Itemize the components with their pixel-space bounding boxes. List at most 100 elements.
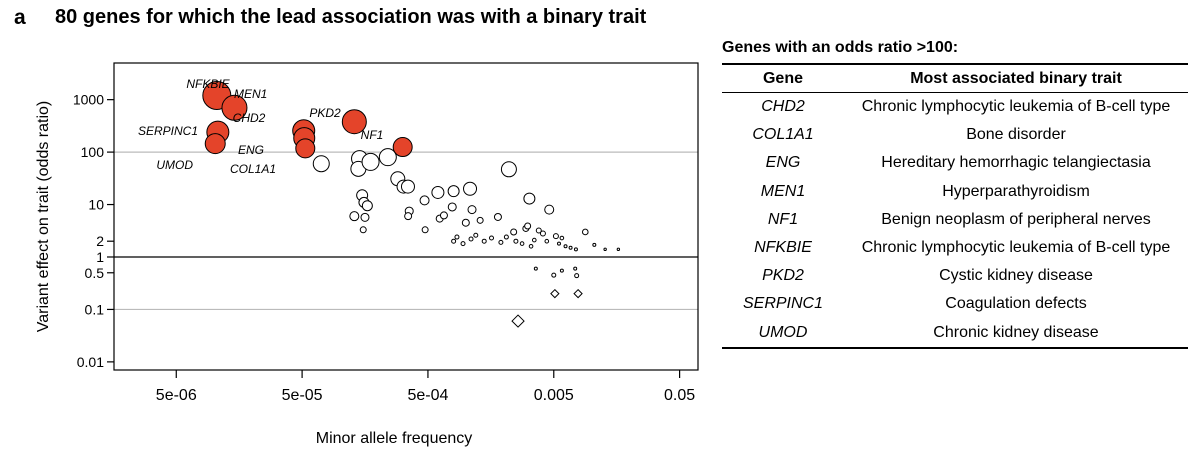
gene-label: NF1 — [361, 128, 384, 142]
data-point — [451, 238, 457, 244]
data-point — [544, 204, 555, 215]
data-point — [421, 226, 429, 234]
table-row: UMOD Chronic kidney disease — [722, 319, 1188, 348]
data-point — [461, 218, 470, 227]
gene-name-cell: COL1A1 — [752, 126, 814, 144]
gene-name-cell: NF1 — [767, 210, 799, 228]
gene-label: ENG — [238, 143, 264, 157]
data-point — [481, 238, 487, 244]
y-axis-label: Variant effect on trait (odds ratio) — [35, 101, 52, 333]
diamond-point — [550, 288, 560, 299]
data-point — [460, 241, 466, 247]
data-point — [513, 238, 519, 244]
plot-frame — [113, 62, 699, 371]
x-tick-label: 0.005 — [534, 387, 574, 404]
gene-label: COL1A1 — [230, 162, 276, 176]
table-row: MEN1 Hyperparathyroidism — [722, 178, 1188, 206]
table-row: COL1A1 Bone disorder — [722, 121, 1188, 149]
data-point — [573, 247, 578, 252]
trait-cell: Coagulation defects — [945, 295, 1087, 313]
trait-cell: Benign neoplasm of peripheral nerves — [881, 210, 1151, 228]
gene-label: CHD2 — [233, 111, 266, 125]
table-row: SERPINC1 Coagulation defects — [722, 290, 1188, 318]
y-tick-label: 1000 — [73, 92, 104, 108]
data-point — [463, 181, 478, 196]
gene-label: PKD2 — [309, 106, 341, 120]
trait-cell: Hereditary hemorrhagic telangiectasia — [881, 154, 1151, 172]
gene-table: Gene Most associated binary trait CHD2 Ch… — [722, 63, 1188, 349]
gene-name-cell: PKD2 — [762, 267, 804, 285]
gene-name-cell: CHD2 — [761, 98, 805, 116]
gene-name-cell: NFKBIE — [754, 239, 812, 257]
data-point — [523, 192, 536, 205]
table-row: NF1 Benign neoplasm of peripheral nerves — [722, 206, 1188, 234]
data-point — [573, 266, 578, 271]
data-point — [603, 247, 607, 252]
x-axis-label: Minor allele frequency — [316, 430, 473, 447]
gene-name-cell: MEN1 — [760, 182, 806, 200]
data-point — [559, 268, 564, 273]
data-point — [531, 237, 537, 243]
data-point — [559, 235, 565, 241]
trait-cell: Hyperparathyroidism — [942, 182, 1090, 200]
data-point — [563, 244, 568, 249]
table-row: CHD2 Chronic lymphocytic leukemia of B-ce… — [722, 93, 1188, 122]
gene-name-cell: SERPINC1 — [742, 295, 824, 313]
trait-cell: Cystic kidney disease — [939, 267, 1093, 285]
y-tick-label: 100 — [81, 144, 105, 160]
data-point — [539, 230, 546, 237]
data-point — [361, 200, 373, 212]
data-point — [544, 238, 550, 244]
x-tick-label: 0.05 — [664, 387, 695, 404]
header-gene: Gene — [762, 69, 803, 87]
highlight-point — [221, 94, 248, 121]
gene-label: MEN1 — [234, 87, 267, 101]
data-point — [500, 161, 517, 178]
x-tick-label: 5e-05 — [282, 387, 323, 404]
highlight-point — [341, 109, 367, 135]
data-point — [349, 211, 360, 222]
data-point — [439, 211, 448, 220]
data-point — [454, 234, 460, 240]
data-point — [404, 212, 413, 221]
table-title: Genes with an odds ratio >100: — [722, 39, 959, 56]
gene-label: SERPINC1 — [138, 124, 198, 138]
data-point — [519, 241, 525, 246]
gene-name-cell: ENG — [765, 154, 801, 172]
data-point — [493, 212, 502, 221]
highlight-point — [392, 137, 413, 158]
data-point — [468, 236, 474, 242]
table-row: PKD2 Cystic kidney disease — [722, 262, 1188, 290]
trait-cell: Chronic lymphocytic leukemia of B-cell t… — [861, 98, 1171, 116]
table-row: NFKBIE Chronic lymphocytic leukemia of B-… — [722, 234, 1188, 262]
x-tick-label: 5e-04 — [407, 387, 448, 404]
panel-letter: a — [14, 6, 26, 29]
diamond-point — [573, 288, 583, 299]
data-point — [556, 241, 561, 246]
data-point — [503, 234, 509, 240]
data-point — [535, 227, 542, 234]
data-point — [431, 185, 445, 199]
data-point — [467, 205, 477, 215]
trait-cell: Chronic lymphocytic leukemia of B-cell t… — [861, 239, 1171, 257]
figure-title: 80 genes for which the lead association … — [55, 6, 647, 28]
trait-cell: Chronic kidney disease — [933, 323, 1099, 341]
data-point — [312, 155, 330, 173]
data-point — [592, 242, 597, 247]
data-point — [360, 212, 370, 222]
data-point — [476, 216, 484, 224]
gene-name-cell: UMOD — [758, 323, 808, 341]
table-header-row: Gene Most associated binary trait — [722, 64, 1188, 93]
data-point — [533, 266, 538, 271]
y-tick-label: 0.5 — [85, 265, 105, 281]
data-point — [498, 239, 504, 245]
data-point — [568, 245, 573, 250]
data-point — [378, 148, 397, 167]
highlight-point — [295, 138, 316, 159]
data-point — [528, 243, 534, 249]
data-point — [400, 179, 415, 194]
y-tick-label: 1 — [96, 249, 104, 265]
data-point — [574, 273, 580, 279]
y-tick-label: 0.01 — [77, 354, 104, 370]
y-tick-label: 10 — [88, 197, 104, 213]
